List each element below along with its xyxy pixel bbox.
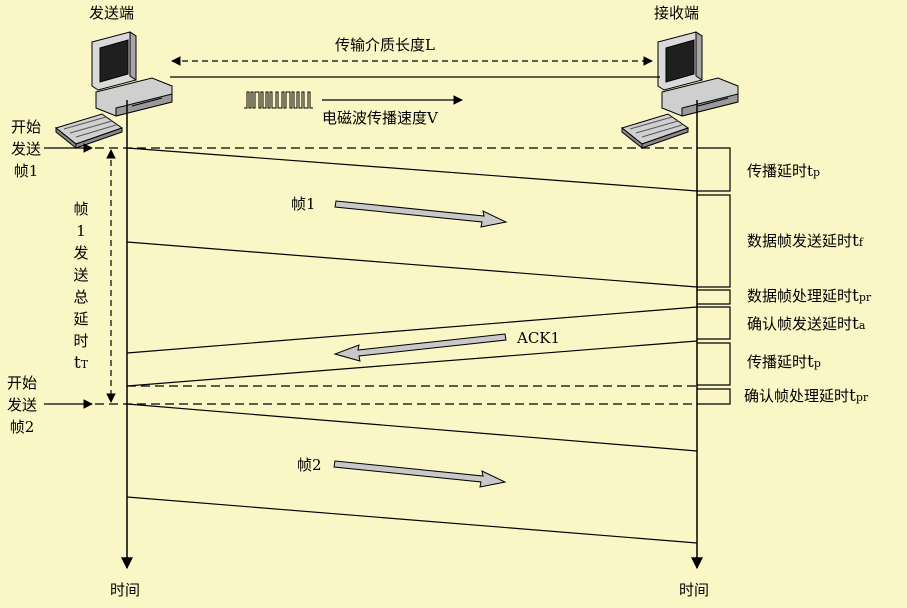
prop-delay-2-label: 传播延时tp <box>747 352 821 372</box>
frame2-label: 帧2 <box>297 456 322 474</box>
ack-send-delay-label: 确认帧发送延时ta <box>747 314 866 334</box>
receiver-title: 接收端 <box>654 4 700 22</box>
sender-computer-icon <box>55 31 173 149</box>
start-frame1-label: 开始 发送 帧1 <box>10 118 41 180</box>
wave-speed-label: 电磁波传播速度V <box>322 109 438 127</box>
frame1-trailing-edge <box>126 241 698 288</box>
prop-delay-1-label: 传播延时tp <box>747 162 821 180</box>
signal-wave-icon <box>244 91 313 109</box>
sender-title: 发送端 <box>89 4 135 22</box>
sender-time-label: 时间 <box>110 581 141 599</box>
frame-proc-delay-label: 数据帧处理延时tpr <box>747 286 872 306</box>
frame1-label: 帧1 <box>291 195 316 213</box>
ack-leading-edge <box>126 306 698 354</box>
ack-direction-arrow <box>333 333 507 362</box>
delay-brackets <box>697 147 731 405</box>
receiver-computer-icon <box>621 31 739 149</box>
frame1-direction-arrow <box>334 200 508 228</box>
receiver-time-label: 时间 <box>679 581 710 599</box>
ack-trailing-edge <box>126 340 698 387</box>
frame1-leading-edge <box>126 147 698 192</box>
frame-send-delay-label: 数据帧发送延时tf <box>747 231 863 251</box>
ack-label: ACK1 <box>517 329 561 347</box>
frame2-direction-arrow <box>333 460 507 488</box>
frame2-trailing-edge <box>126 496 698 544</box>
start-frame2-label: 开始 发送 帧2 <box>6 374 37 436</box>
ack-proc-delay-label: 确认帧处理延时tpr <box>744 386 869 406</box>
total-delay-label: 帧 1 发 送 总 延 时 tT <box>73 200 89 373</box>
frame2-leading-edge <box>126 403 698 452</box>
medium-length-label: 传输介质长度L <box>335 36 435 54</box>
